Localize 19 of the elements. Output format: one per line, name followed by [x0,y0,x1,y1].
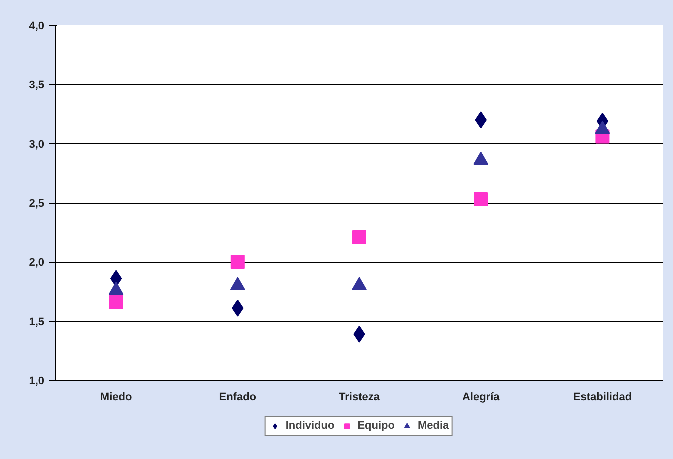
point [474,192,488,206]
point [109,295,124,310]
y-tick-label: 3,5 [29,80,45,92]
point [352,230,366,244]
y-tick-label: 4,0 [29,20,45,32]
legend-label: Media [418,420,450,432]
x-tick-label: Alegría [462,392,501,404]
legend-label: Equipo [358,420,395,432]
x-tick-label: Estabilidad [573,392,632,404]
x-tick-label: Tristeza [339,392,381,404]
y-tick-label: 2,5 [29,198,45,210]
y-tick-label: 1,5 [29,316,45,328]
legend-label: Individuo [286,420,335,432]
y-tick-label: 1,0 [29,376,45,388]
point [230,255,245,270]
y-tick-label: 3,0 [29,138,45,151]
y-tick-label: 2,0 [29,257,45,270]
x-tick-label: Enfado [219,392,257,404]
x-tick-label: Miedo [100,392,132,404]
